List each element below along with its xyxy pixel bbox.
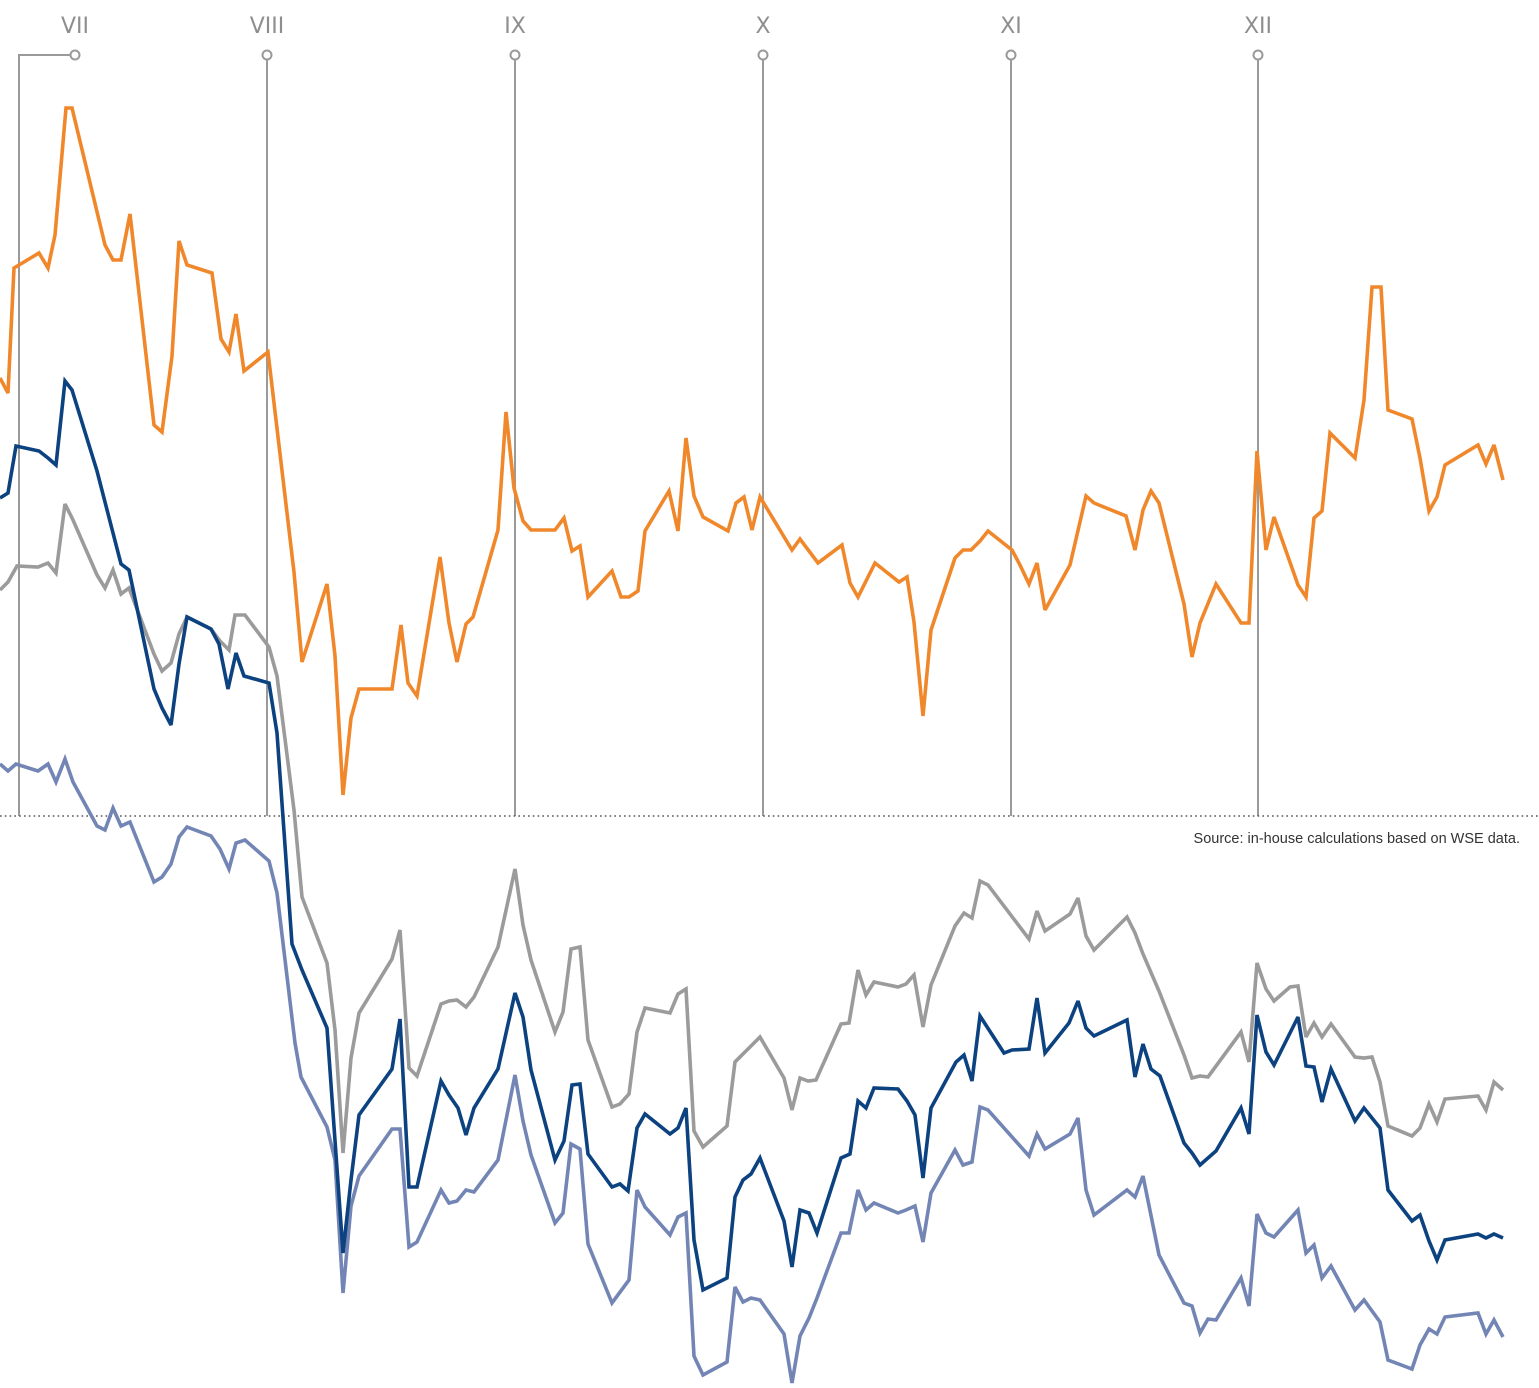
series-line-light-blue xyxy=(0,753,1505,1384)
month-label-vii: VII xyxy=(61,14,89,39)
month-marker-xi xyxy=(1005,49,1017,61)
series-line-dark-blue xyxy=(0,376,1504,1293)
month-label-xi: XI xyxy=(1000,14,1022,39)
month-marker-vii xyxy=(69,49,81,61)
month-marker-xii xyxy=(1252,49,1264,61)
series-line-orange xyxy=(0,106,1505,796)
series-line-gray xyxy=(0,503,1505,1154)
month-divider-vii xyxy=(18,54,75,816)
month-marker-ix xyxy=(509,49,521,61)
month-label-xii: XII xyxy=(1244,14,1272,39)
series-lines xyxy=(0,106,1505,1384)
source-note: Source: in-house calculations based on W… xyxy=(1194,831,1520,847)
month-marker-x xyxy=(757,49,769,61)
month-label-ix: IX xyxy=(504,14,526,39)
month-label-x: X xyxy=(755,14,770,39)
month-divider-lines: VII VIII IX X XI XII xyxy=(18,14,1272,816)
month-label-viii: VIII xyxy=(250,14,285,39)
month-marker-viii xyxy=(261,49,273,61)
